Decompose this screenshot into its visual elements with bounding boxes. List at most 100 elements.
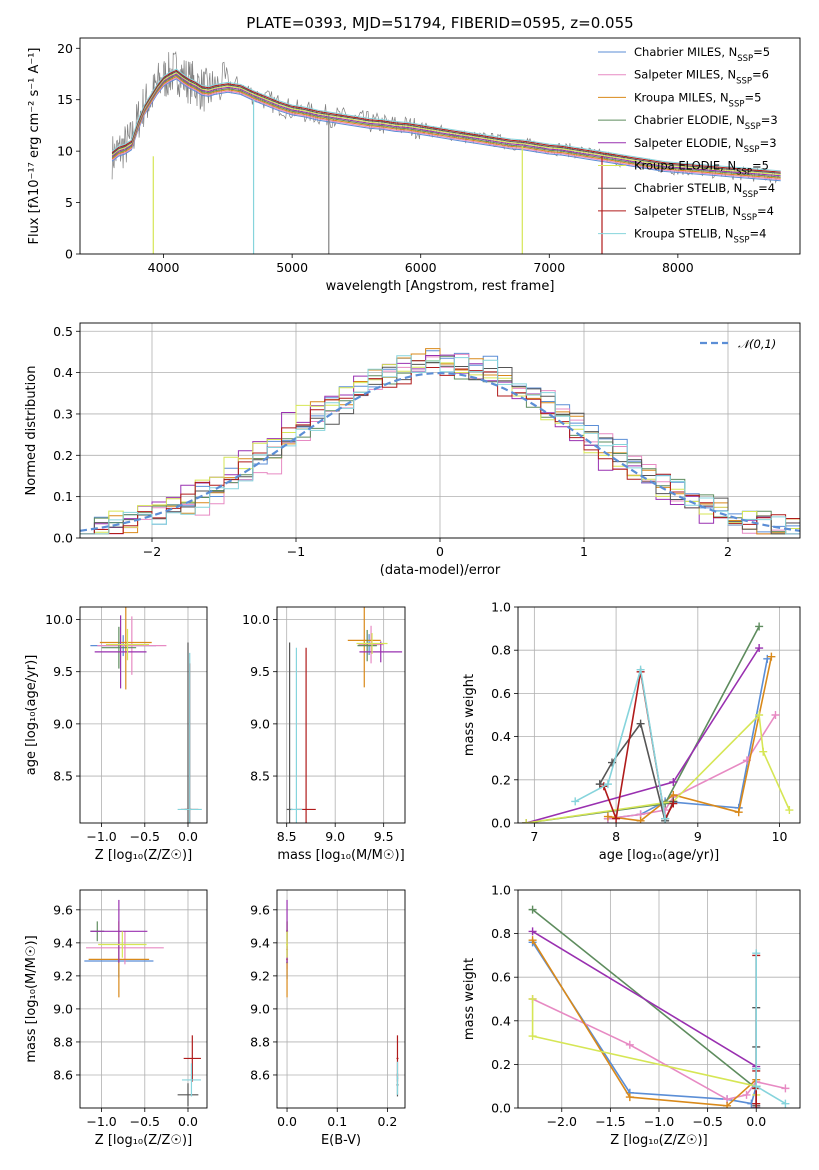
x-axis-label: (data-model)/error	[380, 563, 501, 578]
y-tick-label: 20	[57, 41, 73, 56]
weight-line-kroupa-miles	[531, 939, 757, 1107]
histogram-kroupa-stelib	[80, 355, 800, 538]
x-tick-label: −1.5	[595, 1114, 625, 1129]
y-tick-label: 0.4	[491, 729, 511, 744]
weight-marker	[612, 814, 621, 823]
x-axis-label: wavelength [Angstrom, rest frame]	[326, 279, 555, 294]
y-tick-label: 9.2	[53, 968, 73, 983]
y-tick-label: 9.0	[250, 1001, 270, 1016]
weight-marker	[528, 927, 537, 936]
y-tick-label: 0.8	[491, 643, 511, 658]
weight-marker	[759, 747, 768, 756]
y-tick-label: 10	[57, 144, 73, 159]
plot-area-weight_vs_Z	[528, 905, 790, 1108]
axes-frame	[79, 606, 208, 824]
x-tick-label: 0.0	[277, 1114, 297, 1129]
legend-label-chabrier-elodie: Chabrier ELODIE, NSSP=3	[634, 113, 778, 132]
weight-marker	[661, 814, 670, 823]
y-tick-label: 15	[57, 92, 73, 107]
errorbar-chabrier-elodie	[357, 629, 377, 662]
y-tick-label: 9.0	[250, 716, 270, 731]
weight-marker	[636, 665, 645, 674]
errorbar-kroupa-miles	[347, 607, 381, 688]
plot-area-mass_vs_Z	[84, 899, 201, 1107]
x-tick-label: 10	[772, 829, 788, 844]
weight-marker	[755, 644, 764, 653]
spectrum-model-salpeter-miles	[111, 77, 781, 180]
figure-title: PLATE=0393, MJD=51794, FIBERID=0595, z=0…	[246, 14, 633, 32]
legend-label-chabrier-stelib: Chabrier STELIB, NSSP=4	[634, 181, 775, 200]
x-tick-label: 2	[724, 544, 732, 559]
axes-frame	[517, 889, 801, 1109]
y-axis-label: Flux [fλ10⁻¹⁷ erg cm⁻² s⁻¹ A⁻¹]	[27, 48, 42, 245]
spectrum-model-salpeter-elodie	[111, 73, 781, 177]
panel-age_vs_mass: 8.5 9.0 9.5 8.5 9.0 9.5 10.0 mass [log₁₀(M/M☉)]	[242, 606, 406, 863]
y-tick-label: 0.0	[491, 1101, 511, 1116]
x-tick-label: 0	[436, 544, 444, 559]
x-tick-label: −0.5	[130, 829, 160, 844]
weight-marker	[528, 905, 537, 914]
weight-marker	[636, 816, 645, 823]
weight-marker	[752, 1064, 761, 1073]
axes-frame	[79, 37, 801, 255]
legend-label-chabrier-miles: Chabrier MILES, NSSP=5	[634, 45, 770, 64]
y-tick-label: 0.0	[53, 531, 73, 546]
errorbar-kroupa-elodie	[286, 931, 289, 958]
y-tick-label: 9.0	[53, 1001, 73, 1016]
residuals-legend: 𝒩(0,1)	[700, 337, 776, 351]
errorbar-kroupa-elodie	[356, 633, 388, 654]
axes-frame	[79, 322, 801, 539]
weight-line-chabrier-elodie	[526, 626, 760, 823]
x-tick-label: 4000	[148, 260, 180, 275]
spectrum-model-chabrier-elodie	[111, 74, 781, 178]
x-tick-label: 0.0	[178, 829, 198, 844]
y-tick-label: 0.1	[53, 489, 73, 504]
weight-marker	[625, 1093, 634, 1102]
weight-marker	[781, 1099, 790, 1108]
weight-line-salpeter-stelib	[603, 671, 675, 822]
plot-area-spectrum	[111, 51, 781, 254]
weight-marker	[752, 949, 761, 958]
weight-marker	[603, 812, 612, 821]
x-tick-label: 5000	[276, 260, 308, 275]
axes-frame	[517, 606, 801, 824]
x-tick-label: −1	[287, 544, 305, 559]
weight-marker	[752, 1099, 761, 1108]
y-tick-label: 8.5	[250, 769, 270, 784]
y-tick-label: 9.0	[53, 716, 73, 731]
y-tick-label: 0.2	[53, 448, 73, 463]
spectrum-model-chabrier-stelib	[111, 70, 781, 174]
x-tick-label: 1	[580, 544, 588, 559]
x-tick-label: 7	[530, 829, 538, 844]
x-tick-label: −1.0	[644, 1114, 674, 1129]
weight-marker	[522, 819, 531, 823]
y-tick-label: 0	[65, 247, 73, 262]
y-tick-label: 0.6	[491, 686, 511, 701]
spectrum-model-salpeter-stelib	[111, 69, 781, 173]
errorbar-kroupa-elodie	[105, 628, 150, 661]
errorbar-chabrier-elodie	[101, 626, 137, 669]
legend-label-salpeter-elodie: Salpeter ELODIE, NSSP=3	[634, 136, 777, 155]
weight-marker	[752, 1082, 761, 1091]
weight-marker	[755, 711, 764, 719]
weight-marker	[595, 780, 604, 789]
y-tick-label: 1.0	[491, 883, 511, 898]
panel-spectrum: 4000 5000 6000 7000 8000 0 5 10 15 20 wavelength […	[27, 37, 801, 294]
weight-line-salpeter-elodie	[525, 647, 760, 823]
x-tick-label: 8.5	[277, 829, 297, 844]
weight-marker	[771, 711, 780, 719]
y-tick-label: 9.2	[250, 968, 270, 983]
x-tick-label: 0.2	[377, 1114, 397, 1129]
legend-label-salpeter-stelib: Salpeter STELIB, NSSP=4	[634, 204, 774, 223]
y-tick-label: 8.6	[53, 1067, 73, 1082]
spectrum-model-chabrier-miles	[111, 78, 781, 182]
weight-marker	[669, 777, 678, 786]
x-tick-label: 9	[694, 829, 702, 844]
y-tick-label: 8.8	[250, 1034, 270, 1049]
panel-mass_vs_EBV: 0.0 0.1 0.2 8.6 8.8 9.0 9.2 9.4 9.6 E(B-V)	[250, 889, 406, 1148]
y-tick-label: 0.0	[491, 816, 511, 831]
weight-marker	[755, 622, 764, 631]
y-tick-label: 0.8	[491, 926, 511, 941]
errorbar-salpeter-stelib	[183, 1035, 201, 1082]
